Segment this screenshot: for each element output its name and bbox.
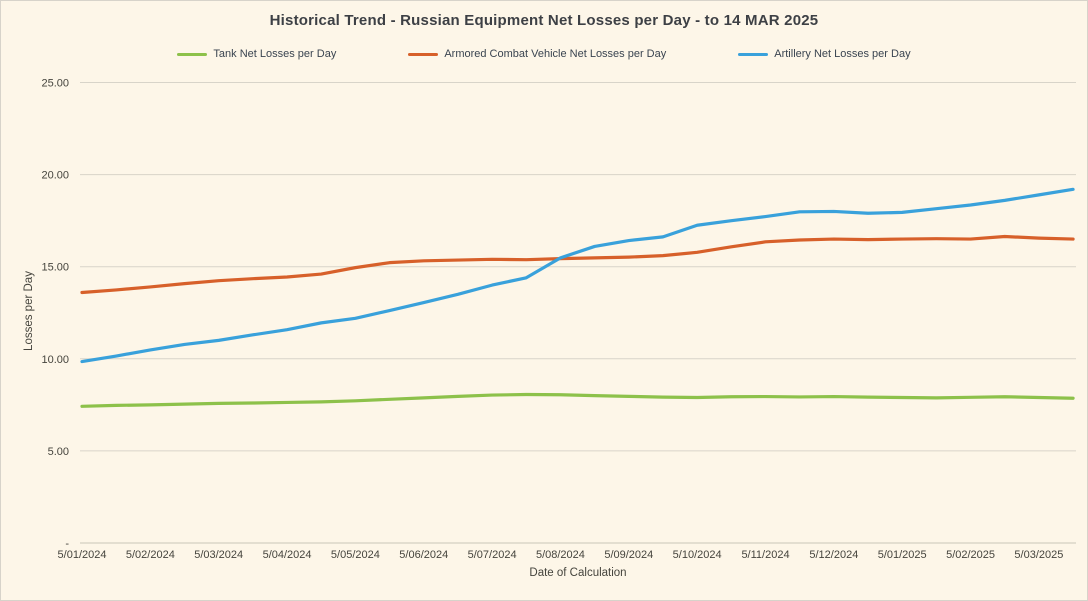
y-tick-label: 20.00 [41, 170, 69, 182]
x-tick-label: 5/12/2024 [809, 549, 858, 561]
series-line-artillery-net-losses-per-day [80, 187, 1075, 364]
x-tick-label: 5/06/2024 [399, 549, 448, 561]
x-tick-label: 5/02/2025 [946, 549, 995, 561]
legend-item-tank: Tank Net Losses per Day [177, 48, 336, 60]
y-tick-label: 5.00 [48, 446, 69, 458]
legend: Tank Net Losses per Day Armored Combat V… [1, 48, 1087, 60]
x-tick-label: 5/02/2024 [126, 549, 175, 561]
x-tick-label: 5/03/2025 [1014, 549, 1063, 561]
x-axis-title: Date of Calculation [529, 567, 627, 579]
legend-label-armored-combat-vehicle: Armored Combat Vehicle Net Losses per Da… [444, 48, 667, 60]
x-tick-label: 5/11/2024 [741, 549, 789, 561]
artillery-line-swatch-icon [738, 52, 769, 56]
x-tick-label: 5/07/2024 [468, 549, 517, 561]
x-tick-label: 5/09/2024 [604, 549, 653, 561]
y-tick-label: - [65, 538, 69, 550]
tank-line-swatch-icon [177, 52, 208, 56]
y-tick-label: 15.00 [41, 262, 69, 274]
acv-line-swatch-icon [408, 52, 439, 56]
y-axis-title: Losses per Day [23, 271, 35, 351]
x-tick-label: 5/05/2024 [331, 549, 380, 561]
x-tick-label: 5/08/2024 [536, 549, 585, 561]
legend-item-armored-combat-vehicle: Armored Combat Vehicle Net Losses per Da… [408, 48, 666, 60]
x-tick-label: 5/03/2024 [194, 549, 243, 561]
x-tick-label: 5/01/2025 [878, 549, 927, 561]
series-line-tank-net-losses-per-day [80, 392, 1075, 408]
chart-title: Historical Trend - Russian Equipment Net… [269, 12, 819, 29]
legend-item-artillery: Artillery Net Losses per Day [738, 48, 911, 60]
x-tick-label: 5/04/2024 [263, 549, 312, 561]
y-tick-label: 10.00 [41, 354, 69, 366]
x-tick-label: 5/01/2024 [58, 549, 107, 561]
legend-label-artillery: Artillery Net Losses per Day [774, 48, 911, 60]
legend-label-tank: Tank Net Losses per Day [213, 48, 337, 60]
y-tick-label: 25.00 [41, 78, 69, 90]
x-tick-label: 5/10/2024 [673, 549, 722, 561]
series-line-armored-combat-vehicle-net-losses-per-day [80, 234, 1075, 295]
